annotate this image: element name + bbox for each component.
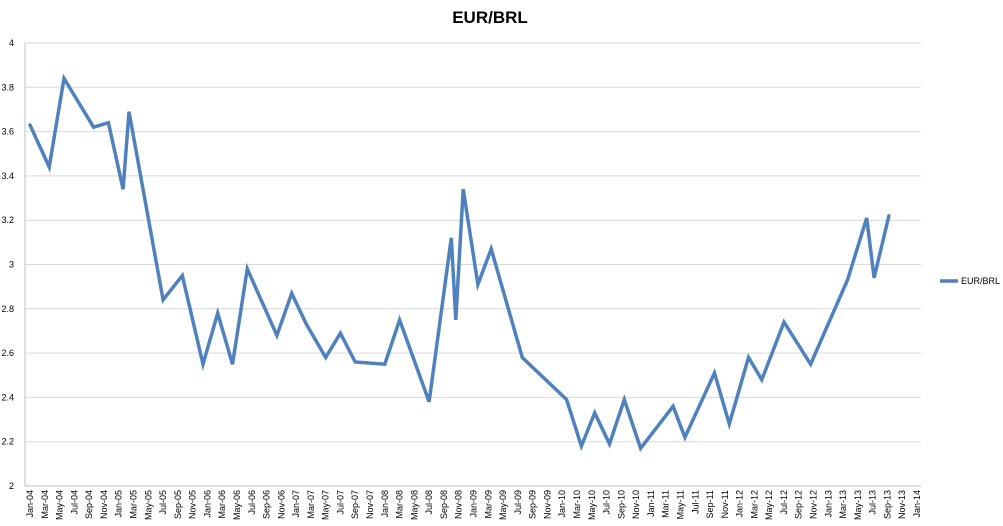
x-tick-label: Sep-04 bbox=[84, 490, 94, 519]
x-tick-label: Jul-07 bbox=[335, 490, 345, 515]
y-tick-label: 4 bbox=[9, 38, 14, 48]
chart-title: EUR/BRL bbox=[452, 8, 528, 27]
x-tick-label: Mar-11 bbox=[661, 490, 671, 518]
x-tick-label: Jul-10 bbox=[602, 490, 612, 515]
x-tick-label: Mar-09 bbox=[483, 490, 493, 519]
x-tick-label: Sep-07 bbox=[350, 490, 360, 519]
x-tick-label: Sep-09 bbox=[528, 490, 538, 519]
x-tick-label: Jul-04 bbox=[69, 490, 79, 515]
x-tick-label: Jul-05 bbox=[158, 490, 168, 515]
x-tick-label: Mar-05 bbox=[128, 490, 138, 519]
x-tick-label: May-04 bbox=[55, 490, 65, 520]
x-tick-label: Sep-06 bbox=[262, 490, 272, 519]
x-tick-label: Nov-08 bbox=[454, 490, 464, 519]
y-tick-label: 2.6 bbox=[1, 348, 14, 358]
y-tick-label: 2.8 bbox=[1, 304, 14, 314]
x-tick-label: May-12 bbox=[764, 490, 774, 520]
x-tick-label: May-11 bbox=[675, 490, 685, 519]
series-line bbox=[28, 73, 891, 452]
x-tick-label: Jan-08 bbox=[380, 490, 390, 518]
x-tick-label: Nov-06 bbox=[276, 490, 286, 519]
x-tick-label: Sep-11 bbox=[705, 490, 715, 518]
x-tick-label: Jul-09 bbox=[513, 490, 523, 515]
y-tick-label: 3.2 bbox=[1, 215, 14, 225]
x-tick-label: Jul-08 bbox=[424, 490, 434, 515]
x-tick-label: Sep-13 bbox=[882, 490, 892, 519]
x-tick-label: Jul-06 bbox=[247, 490, 257, 515]
x-tick-label: Jan-05 bbox=[114, 490, 124, 518]
x-tick-label: Mar-07 bbox=[306, 490, 316, 519]
x-tick-label: May-07 bbox=[321, 490, 331, 520]
x-tick-label: Sep-10 bbox=[616, 490, 626, 519]
x-tick-label: Sep-08 bbox=[439, 490, 449, 519]
x-tick-label: May-13 bbox=[853, 490, 863, 520]
x-tick-label: Mar-04 bbox=[40, 490, 50, 519]
x-tick-label: May-08 bbox=[409, 490, 419, 520]
x-tick-label: Nov-11 bbox=[720, 490, 730, 518]
x-tick-label: Jan-13 bbox=[823, 490, 833, 518]
x-tick-label: May-09 bbox=[498, 490, 508, 520]
y-tick-label: 2.2 bbox=[1, 437, 14, 447]
x-tick-label: Jan-14 bbox=[912, 490, 922, 518]
x-tick-label: Jan-07 bbox=[291, 490, 301, 518]
x-tick-label: Jul-13 bbox=[868, 490, 878, 515]
x-tick-label: Mar-06 bbox=[217, 490, 227, 519]
x-tick-label: Nov-09 bbox=[542, 490, 552, 519]
x-tick-label: May-05 bbox=[143, 490, 153, 520]
x-tick-label: Nov-05 bbox=[188, 490, 198, 519]
x-tick-label: Mar-08 bbox=[395, 490, 405, 519]
x-tick-label: Nov-13 bbox=[897, 490, 907, 519]
x-tick-label: Nov-12 bbox=[809, 490, 819, 519]
y-tick-label: 3.6 bbox=[1, 127, 14, 137]
x-tick-label: Jul-12 bbox=[779, 490, 789, 515]
x-tick-label: May-06 bbox=[232, 490, 242, 520]
legend-label: EUR/BRL bbox=[961, 276, 1000, 286]
x-tick-label: May-10 bbox=[587, 490, 597, 520]
x-tick-label: Jan-12 bbox=[735, 490, 745, 518]
x-tick-label: Mar-10 bbox=[572, 490, 582, 519]
x-tick-label: Jan-06 bbox=[202, 490, 212, 518]
x-tick-label: Jul-11 bbox=[690, 490, 700, 514]
y-tick-label: 2 bbox=[9, 481, 14, 491]
x-tick-label: Nov-10 bbox=[631, 490, 641, 519]
x-tick-label: Mar-13 bbox=[838, 490, 848, 519]
y-tick-label: 3.8 bbox=[1, 82, 14, 92]
y-tick-label: 3 bbox=[9, 260, 14, 270]
x-tick-label: Jan-04 bbox=[25, 490, 35, 518]
x-tick-label: Mar-12 bbox=[749, 490, 759, 519]
x-tick-label: Sep-05 bbox=[173, 490, 183, 519]
y-tick-label: 3.4 bbox=[1, 171, 14, 181]
x-tick-label: Jan-10 bbox=[557, 490, 567, 518]
x-tick-label: Jan-11 bbox=[646, 490, 656, 517]
x-tick-label: Sep-12 bbox=[794, 490, 804, 519]
x-tick-label: Nov-04 bbox=[99, 490, 109, 519]
x-tick-label: Jan-09 bbox=[469, 490, 479, 518]
y-tick-label: 2.4 bbox=[1, 392, 14, 402]
x-tick-label: Nov-07 bbox=[365, 490, 375, 519]
